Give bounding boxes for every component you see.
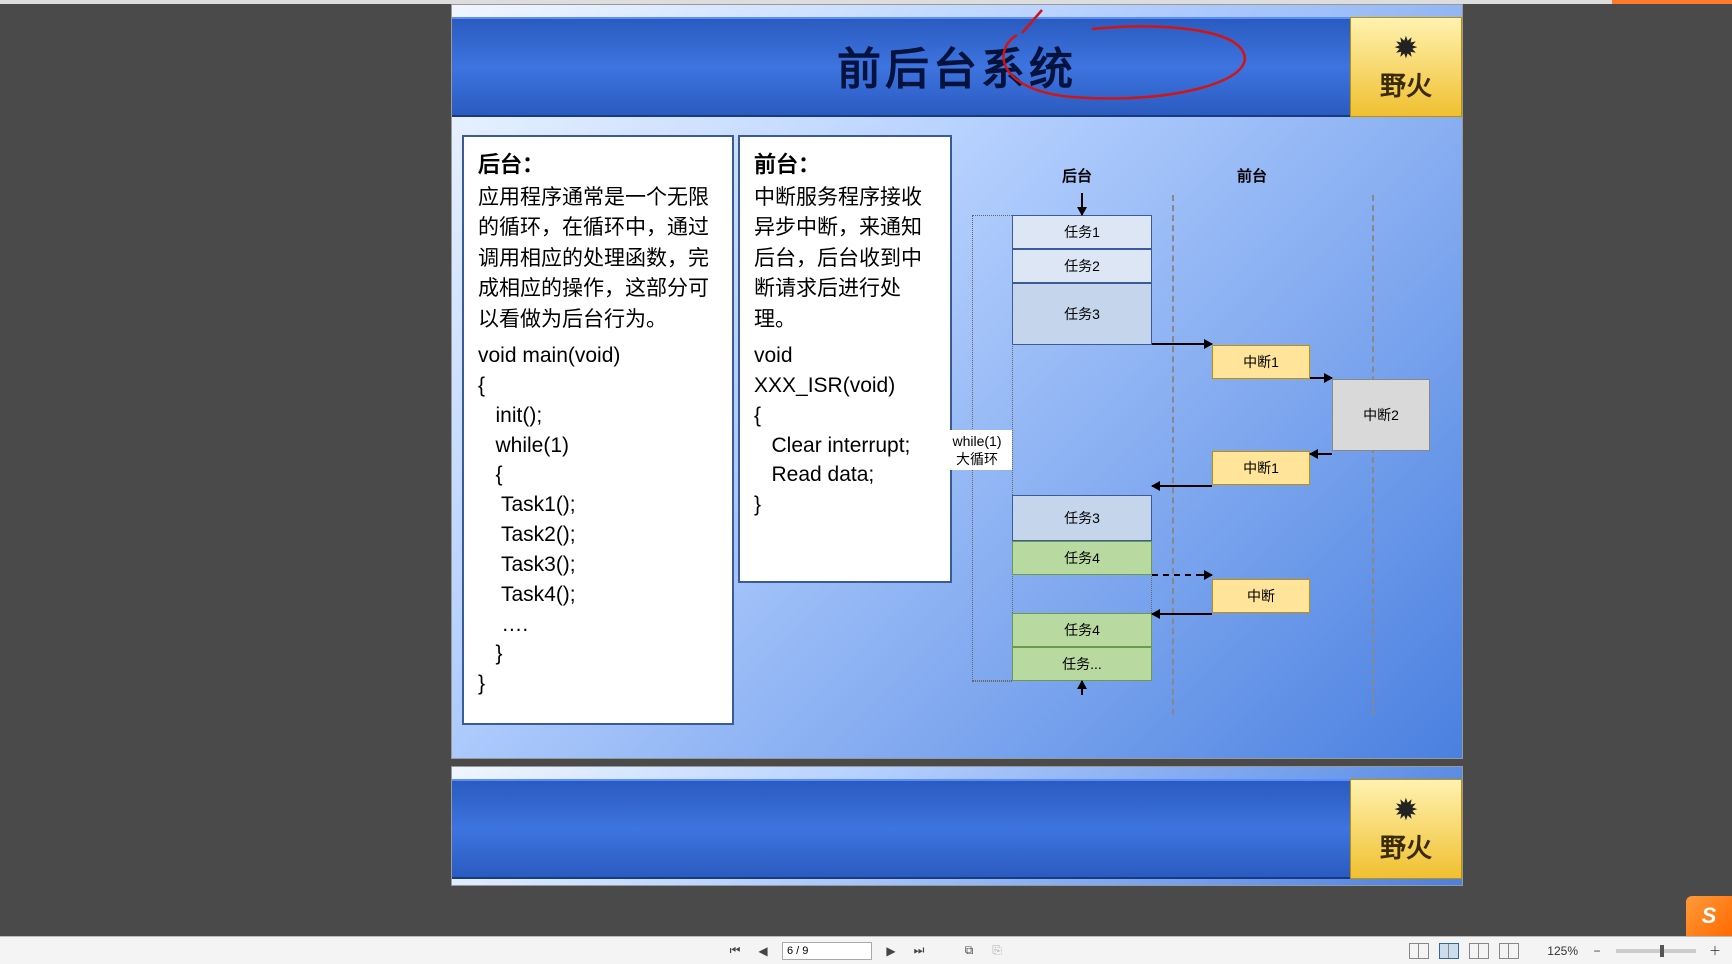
arrow-left-icon bbox=[1310, 453, 1332, 455]
fg-column-label: 前台 bbox=[1237, 165, 1267, 186]
view-mode-continuous[interactable] bbox=[1439, 943, 1459, 959]
zoom-value: 125% bbox=[1547, 944, 1578, 958]
first-page-button[interactable]: ⏮ bbox=[726, 942, 744, 960]
arrow-right-icon bbox=[1310, 377, 1332, 379]
bg-column-label: 后台 bbox=[1062, 165, 1092, 186]
flame-icon: ✹ bbox=[1393, 31, 1418, 66]
fg-paragraph: 中断服务程序接收异步中断，来通知后台，后台收到中断请求后进行处理。 bbox=[754, 183, 936, 335]
page-nav-group: ⏮ ◀ ▶ ⏭ ⧉ ⎘ bbox=[726, 942, 1006, 960]
arrow-up-icon bbox=[1081, 681, 1083, 695]
brand-logo: ✹ 野火 bbox=[1350, 779, 1462, 879]
arrow-down-icon bbox=[1081, 193, 1083, 215]
task-box: 任务3 bbox=[1012, 283, 1152, 345]
paste-button[interactable]: ⎘ bbox=[988, 942, 1006, 960]
task-box: 任务2 bbox=[1012, 249, 1152, 283]
next-page-button[interactable]: ▶ bbox=[882, 942, 900, 960]
brand-text: 野火 bbox=[1380, 828, 1432, 865]
flow-diagram: 后台 前台 while(1)大循环 任务1 任务2 任务3 bbox=[962, 165, 1452, 725]
last-page-button[interactable]: ⏭ bbox=[910, 942, 928, 960]
ime-badge[interactable]: S bbox=[1686, 896, 1732, 936]
arrow-right-icon bbox=[1200, 574, 1212, 576]
task-box: 任务4 bbox=[1012, 613, 1152, 647]
app-root: 前后台系统 ✹ 野火 后台： 应用程序通常是一个无限的循环，在循环中，通过调用相… bbox=[0, 0, 1732, 964]
bg-heading: 后台： bbox=[478, 147, 718, 179]
brand-text: 野火 bbox=[1380, 66, 1432, 103]
arrow-right-icon bbox=[1152, 343, 1212, 345]
view-zoom-group: 125% − ＋ bbox=[1409, 942, 1724, 960]
prev-page-button[interactable]: ◀ bbox=[754, 942, 772, 960]
flame-icon: ✹ bbox=[1393, 793, 1418, 828]
arrow-left-icon bbox=[1152, 485, 1212, 487]
task-box: 任务4 bbox=[1012, 541, 1152, 575]
fg-heading: 前台： bbox=[754, 147, 936, 179]
zoom-out-button[interactable]: − bbox=[1588, 942, 1606, 960]
fg-code: void XXX_ISR(void) { Clear interrupt; Re… bbox=[754, 341, 936, 520]
while-label: while(1)大循环 bbox=[942, 430, 1012, 470]
view-mode-two-up-cont[interactable] bbox=[1499, 943, 1519, 959]
dashed-divider-2 bbox=[1372, 195, 1374, 715]
loop-frame-bot bbox=[972, 681, 1012, 682]
dashed-arrow bbox=[1152, 574, 1202, 576]
foreground-code-box: 前台： 中断服务程序接收异步中断，来通知后台，后台收到中断请求后进行处理。 vo… bbox=[738, 135, 952, 583]
task-box: 任务... bbox=[1012, 647, 1152, 681]
next-slide-peek: ✹ 野火 bbox=[451, 766, 1463, 886]
view-mode-two-up[interactable] bbox=[1469, 943, 1489, 959]
task-box: 任务3 bbox=[1012, 495, 1152, 541]
view-mode-single[interactable] bbox=[1409, 943, 1429, 959]
background-code-box: 后台： 应用程序通常是一个无限的循环，在循环中，通过调用相应的处理函数，完成相应… bbox=[462, 135, 734, 725]
zoom-in-button[interactable]: ＋ bbox=[1706, 942, 1724, 960]
page-number-input[interactable] bbox=[782, 942, 872, 960]
interrupt-box: 中断 bbox=[1212, 579, 1310, 613]
bottom-toolbar: ⏮ ◀ ▶ ⏭ ⧉ ⎘ 125% − ＋ bbox=[0, 936, 1732, 964]
zoom-thumb[interactable] bbox=[1660, 945, 1664, 957]
bg-paragraph: 应用程序通常是一个无限的循环，在循环中，通过调用相应的处理函数，完成相应的操作，… bbox=[478, 183, 718, 335]
dashed-divider-1 bbox=[1172, 195, 1174, 715]
interrupt-box: 中断2 bbox=[1332, 379, 1430, 451]
title-bar bbox=[452, 779, 1462, 879]
copy-button[interactable]: ⧉ bbox=[960, 942, 978, 960]
slide-page: 前后台系统 ✹ 野火 后台： 应用程序通常是一个无限的循环，在循环中，通过调用相… bbox=[451, 4, 1463, 759]
document-viewport[interactable]: 前后台系统 ✹ 野火 后台： 应用程序通常是一个无限的循环，在循环中，通过调用相… bbox=[0, 4, 1732, 936]
brand-logo: ✹ 野火 bbox=[1350, 17, 1462, 117]
page-title: 前后台系统 bbox=[452, 33, 1462, 97]
interrupt-box: 中断1 bbox=[1212, 345, 1310, 379]
task-box: 任务1 bbox=[1012, 215, 1152, 249]
arrow-left-icon bbox=[1152, 613, 1212, 615]
page-column: 前后台系统 ✹ 野火 后台： 应用程序通常是一个无限的循环，在循环中，通过调用相… bbox=[266, 4, 1466, 936]
interrupt-box: 中断1 bbox=[1212, 451, 1310, 485]
zoom-slider[interactable] bbox=[1616, 949, 1696, 953]
bg-code: void main(void) { init(); while(1) { Tas… bbox=[478, 341, 718, 699]
